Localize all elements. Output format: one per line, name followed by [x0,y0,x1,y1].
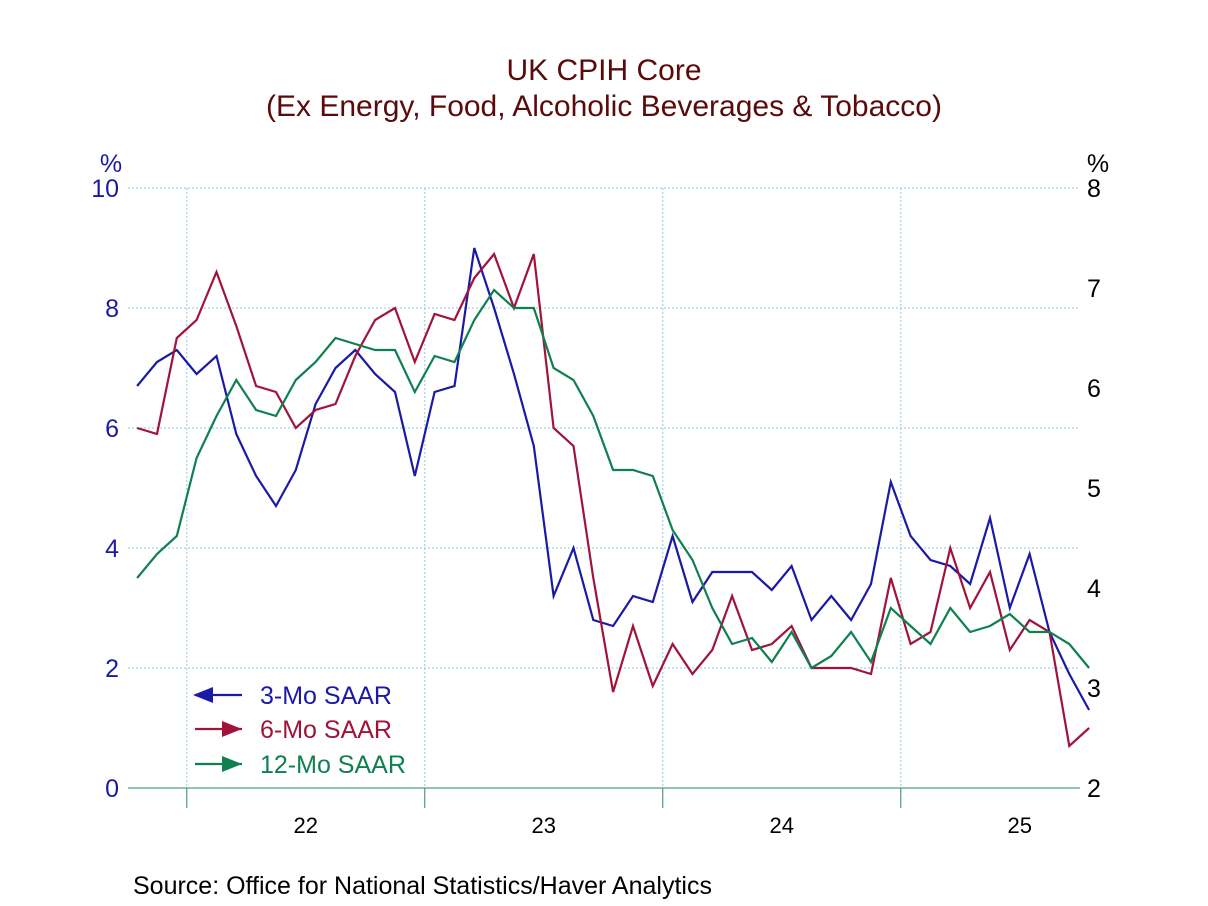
legend: 3-Mo SAAR 6-Mo SAAR 12-Mo SAAR [193,682,406,779]
legend-label: 12-Mo SAAR [260,751,406,779]
left-tick-label: 8 [105,295,119,323]
right-tick-label: 3 [1087,675,1101,703]
x-tick-label: 25 [1008,813,1032,838]
x-tick-label: 24 [770,813,794,838]
series-lines [136,247,1091,749]
series-line-12-mo-saar [136,288,1090,670]
right-tick-label: 5 [1087,475,1101,503]
series-line-3-mo-saar [136,247,1091,711]
chart-subtitle: (Ex Energy, Food, Alcoholic Beverages & … [266,90,942,123]
left-tick-label: 4 [105,535,119,563]
x-tick-label: 22 [294,813,318,838]
right-tick-label: 6 [1087,375,1101,403]
chart-title: UK CPIH Core [506,54,701,87]
left-axis-ticks: 0 2 4 6 8 10 [91,175,119,803]
right-tick-label: 7 [1087,275,1101,303]
legend-item: 3-Mo SAAR [193,682,392,710]
left-tick-label: 0 [105,775,119,803]
left-tick-label: 10 [91,175,119,203]
chart-title-group: UK CPIH Core (Ex Energy, Food, Alcoholic… [266,54,942,123]
right-tick-label: 8 [1087,175,1101,203]
right-tick-label: 2 [1087,775,1101,803]
legend-arrow-right-icon [222,756,242,772]
legend-label: 3-Mo SAAR [260,682,392,710]
legend-label: 6-Mo SAAR [260,716,392,744]
left-axis-unit-label: % [100,150,122,178]
left-tick-label: 2 [105,655,119,683]
series-line-6-mo-saar [136,251,1090,749]
legend-arrow-right-icon [222,721,242,737]
legend-arrow-left-icon [193,687,213,703]
x-axis-ticks: 22 23 24 25 [294,813,1032,838]
left-tick-label: 6 [105,415,119,443]
axes [128,787,1080,808]
right-axis-unit-label: % [1087,150,1109,178]
legend-item: 12-Mo SAAR [195,751,406,779]
right-axis-ticks: 2 3 4 5 6 7 8 [1087,175,1101,803]
x-tick-label: 23 [532,813,556,838]
legend-item: 6-Mo SAAR [195,716,392,744]
right-tick-label: 4 [1087,575,1101,603]
source-note: Source: Office for National Statistics/H… [133,872,712,900]
